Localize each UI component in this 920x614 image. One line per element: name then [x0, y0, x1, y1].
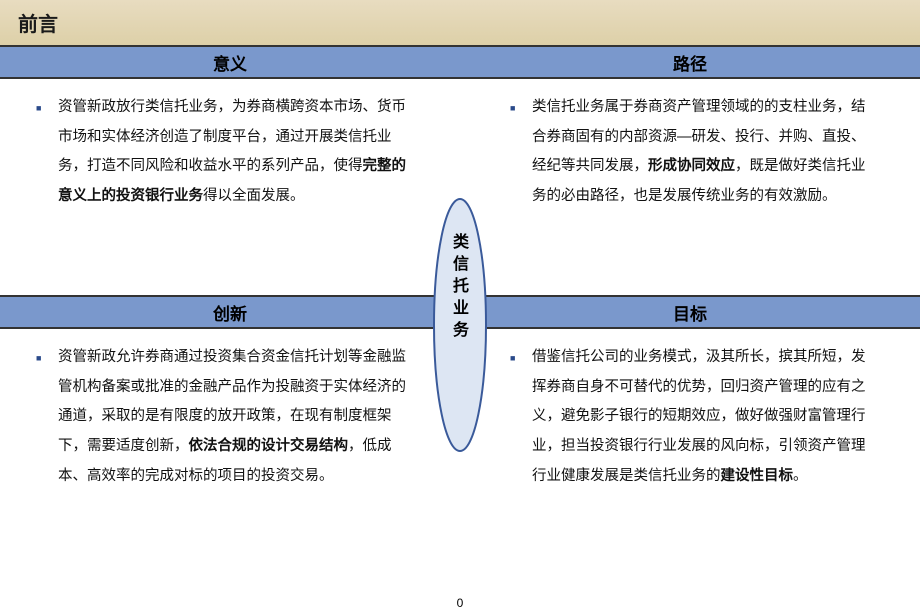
quadrant-bottom-right: 目标 借鉴信托公司的业务模式，汲其所长，摈其所短，发挥券商自身不可替代的优势，回…: [460, 295, 920, 575]
header-top-left: 意义: [0, 45, 460, 79]
text-post: 得以全面发展。: [203, 188, 305, 204]
body-bottom-left: 资管新政允许券商通过投资集合资金信托计划等金融监管机构备案或批准的金融产品作为投…: [0, 329, 460, 506]
page-number: 0: [457, 596, 464, 610]
bullet-item: 资管新政允许券商通过投资集合资金信托计划等金融监管机构备案或批准的金融产品作为投…: [58, 343, 412, 492]
text-bold: 依法合规的设计交易结构: [189, 438, 349, 454]
text-bold: 形成协同效应: [648, 158, 735, 174]
quadrant-top-left: 意义 资管新政放行类信托业务，为券商横跨资本市场、货币市场和实体经济创造了制度平…: [0, 45, 460, 295]
quadrant-bottom-left: 创新 资管新政允许券商通过投资集合资金信托计划等金融监管机构备案或批准的金融产品…: [0, 295, 460, 575]
text-bold: 建设性目标: [721, 468, 794, 484]
body-top-right: 类信托业务属于券商资产管理领域的的支柱业务，结合券商固有的内部资源—研发、投行、…: [460, 79, 920, 226]
header-bottom-right: 目标: [460, 295, 920, 329]
bullet-item: 类信托业务属于券商资产管理领域的的支柱业务，结合券商固有的内部资源—研发、投行、…: [532, 93, 872, 212]
body-top-left: 资管新政放行类信托业务，为券商横跨资本市场、货币市场和实体经济创造了制度平台，通…: [0, 79, 460, 226]
text-pre: 借鉴信托公司的业务模式，汲其所长，摈其所短，发挥券商自身不可替代的优势，回归资产…: [532, 349, 866, 484]
quadrant-top-right: 路径 类信托业务属于券商资产管理领域的的支柱业务，结合券商固有的内部资源—研发、…: [460, 45, 920, 295]
body-bottom-right: 借鉴信托公司的业务模式，汲其所长，摈其所短，发挥券商自身不可替代的优势，回归资产…: [460, 329, 920, 506]
center-label: 类信托业务: [450, 233, 470, 343]
bullet-item: 资管新政放行类信托业务，为券商横跨资本市场、货币市场和实体经济创造了制度平台，通…: [58, 93, 412, 212]
header-top-right: 路径: [460, 45, 920, 79]
bullet-item: 借鉴信托公司的业务模式，汲其所长，摈其所短，发挥券商自身不可替代的优势，回归资产…: [532, 343, 872, 492]
text-pre: 资管新政放行类信托业务，为券商横跨资本市场、货币市场和实体经济创造了制度平台，通…: [58, 99, 406, 174]
quadrant-container: 意义 资管新政放行类信托业务，为券商横跨资本市场、货币市场和实体经济创造了制度平…: [0, 45, 920, 599]
slide-title: 前言: [0, 0, 920, 45]
header-bottom-left: 创新: [0, 295, 460, 329]
text-post: 。: [793, 468, 808, 484]
